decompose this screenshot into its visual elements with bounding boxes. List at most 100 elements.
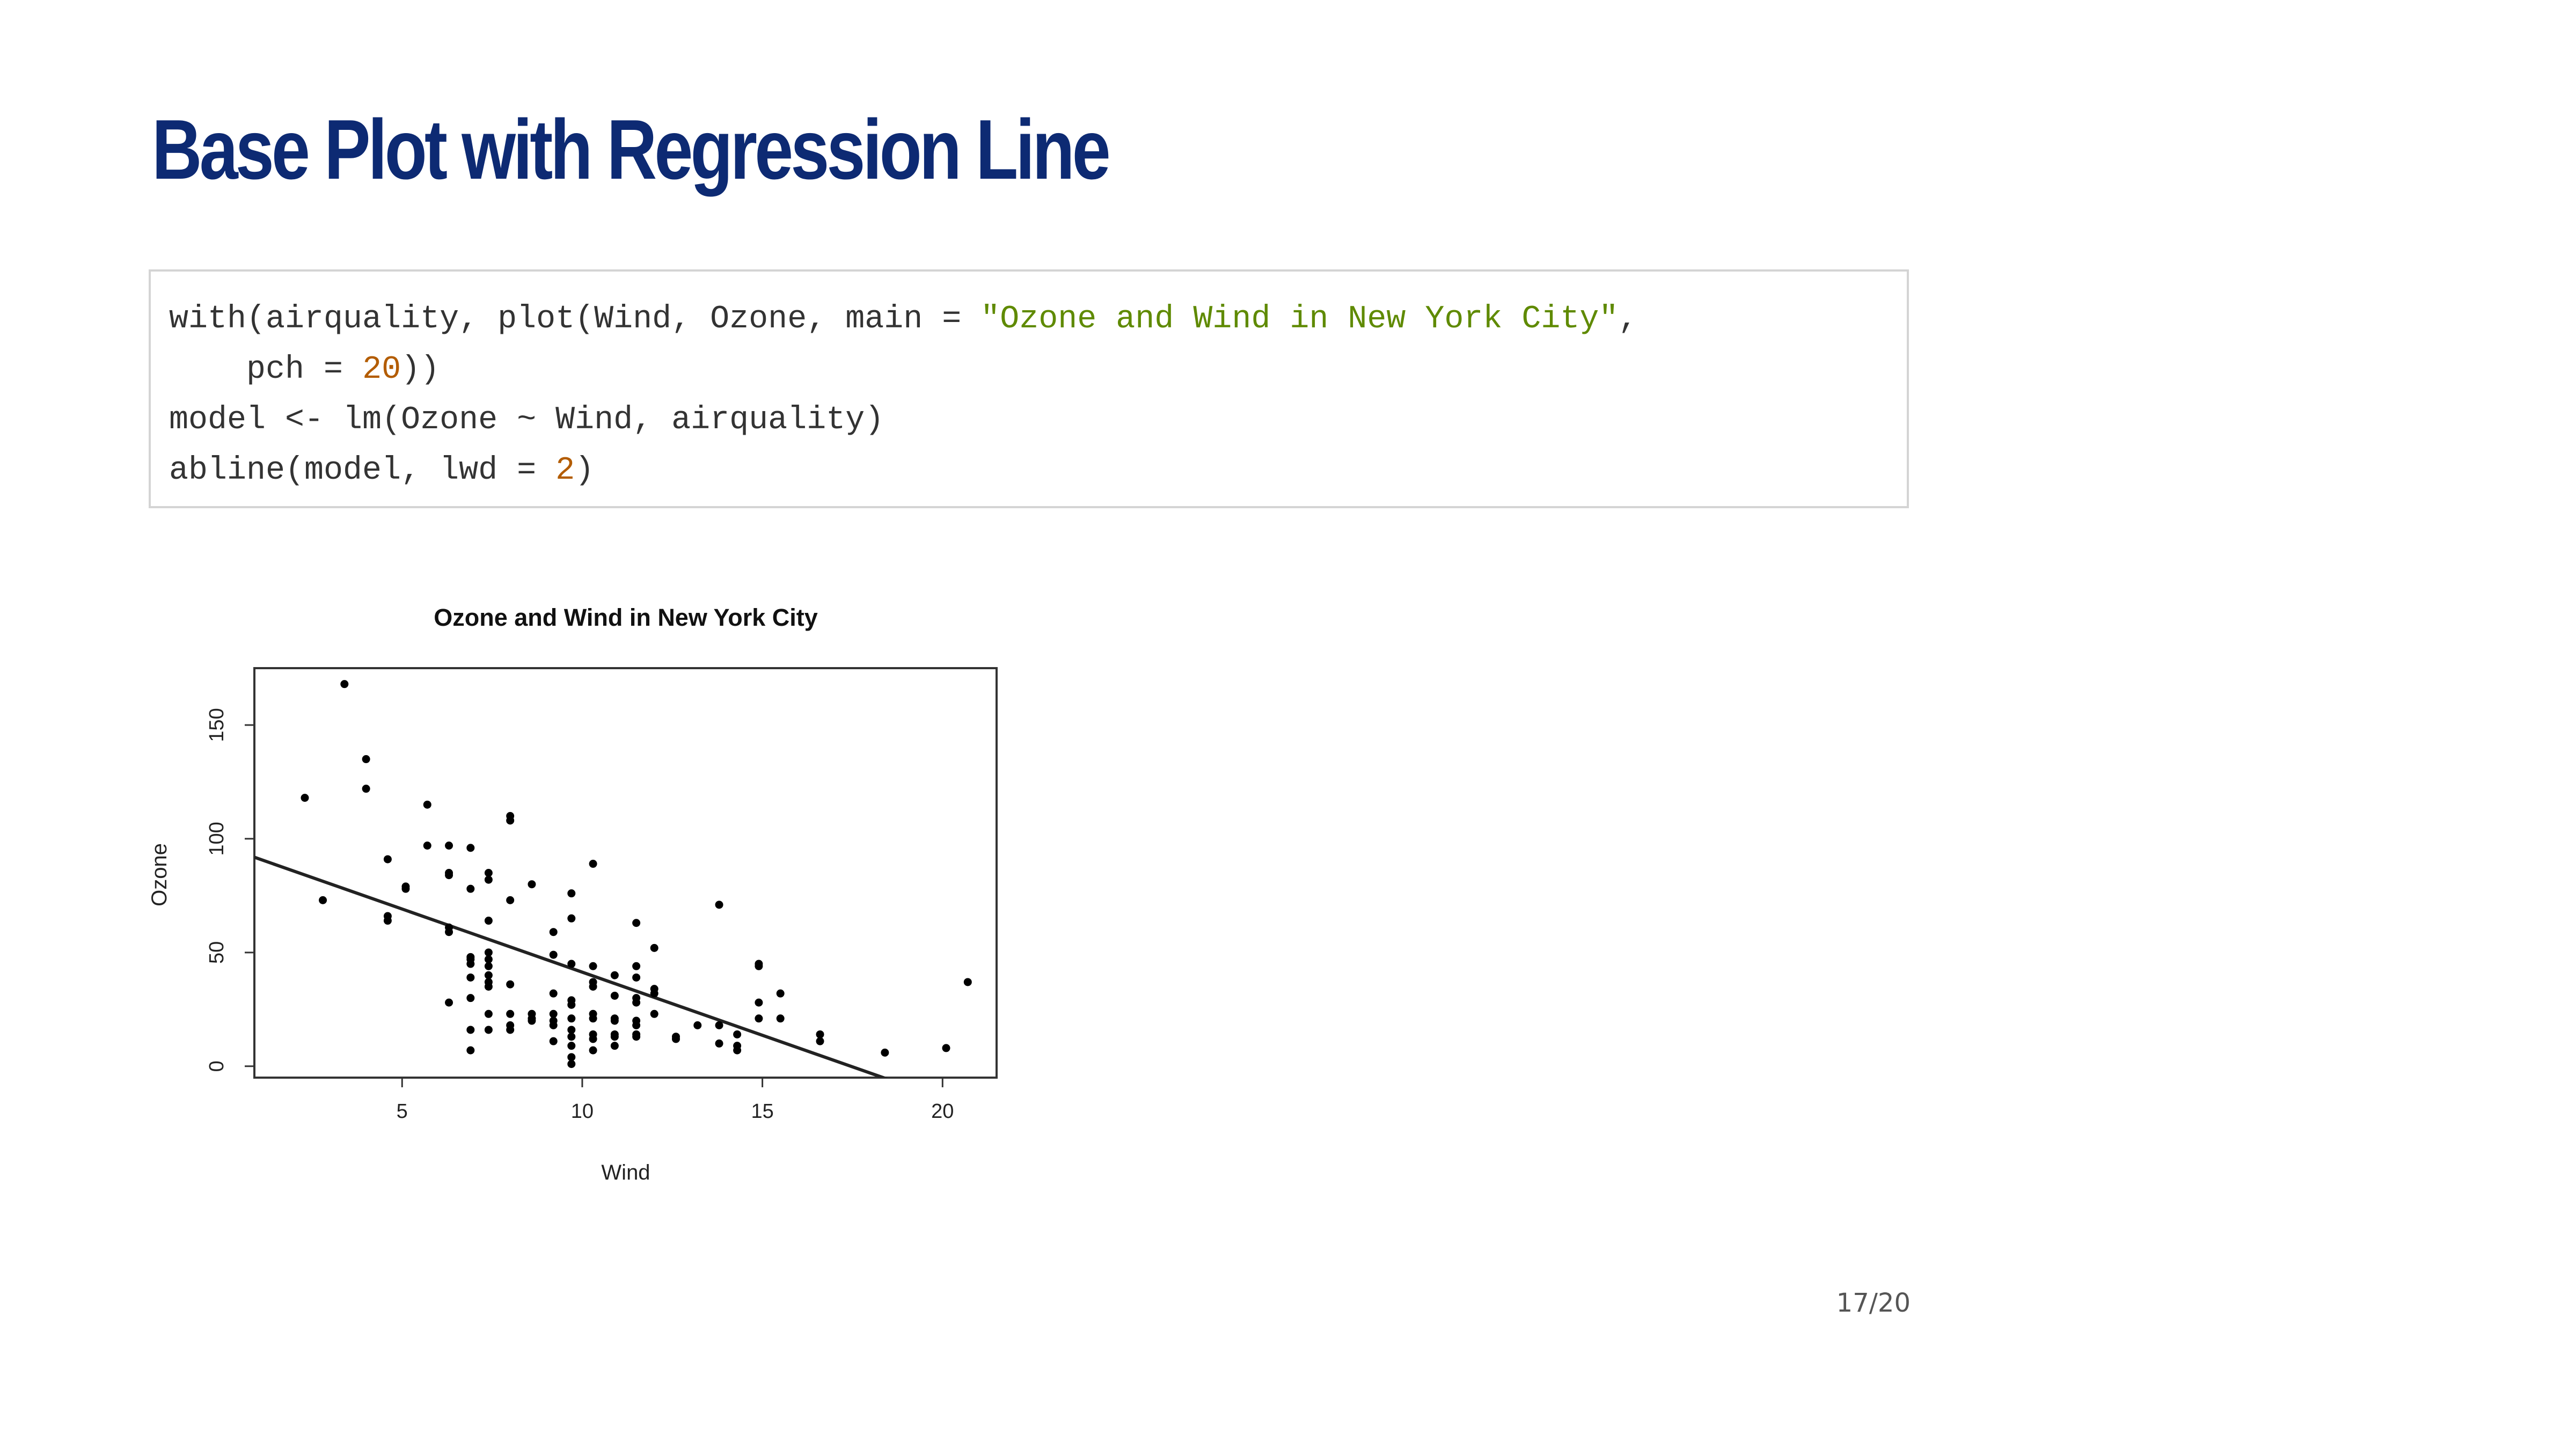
code-token-string: "Ozone and Wind in New York City"	[980, 301, 1619, 338]
data-point	[733, 1046, 742, 1055]
data-point	[693, 1021, 702, 1030]
data-point	[567, 914, 576, 923]
data-point	[881, 1048, 889, 1057]
data-point	[567, 1000, 576, 1009]
data-point	[466, 994, 475, 1002]
data-point	[776, 989, 785, 998]
data-point	[567, 1053, 576, 1062]
data-point	[466, 1046, 475, 1055]
data-point	[445, 841, 453, 850]
code-line: with(airquality, plot(Wind, Ozone, main …	[169, 294, 1907, 345]
code-line: pch = 20))	[169, 345, 1907, 395]
data-point	[610, 991, 619, 1000]
data-point	[484, 982, 493, 991]
data-point	[549, 1021, 558, 1030]
slide-title: Base Plot with Regression Line	[152, 103, 1111, 197]
regression-line	[254, 855, 888, 1078]
plot-frame	[253, 667, 998, 1079]
data-point	[755, 962, 763, 970]
x-tick-label: 5	[397, 1100, 408, 1123]
data-point	[466, 973, 475, 982]
y-tick-label: 0	[206, 1060, 228, 1072]
data-point	[484, 875, 493, 884]
code-token-plain: model <- lm(Ozone ~ Wind, airquality)	[169, 402, 884, 438]
data-point	[650, 943, 658, 952]
data-point	[340, 680, 349, 689]
data-point	[567, 1033, 576, 1041]
data-point	[963, 978, 972, 986]
data-point	[589, 962, 597, 970]
data-point	[671, 1035, 680, 1043]
data-point	[319, 896, 327, 904]
data-point	[715, 1039, 723, 1048]
code-token-plain: ))	[401, 352, 440, 388]
plot-area: 5 10 15 20 0 50 100 150	[206, 667, 998, 1123]
data-point	[632, 962, 641, 970]
data-point	[506, 1009, 515, 1018]
data-point	[423, 800, 431, 809]
data-point	[528, 880, 536, 889]
data-point	[715, 1021, 723, 1030]
data-point	[610, 971, 619, 979]
data-point	[506, 896, 515, 904]
data-point	[466, 884, 475, 893]
data-point	[401, 884, 410, 893]
data-point	[610, 1033, 619, 1041]
data-point	[484, 955, 493, 964]
code-line: abline(model, lwd = 2)	[169, 445, 1907, 496]
data-point	[589, 860, 597, 868]
code-token-plain: abline(model, lwd =	[169, 452, 556, 489]
x-axis-label: Wind	[601, 1161, 650, 1184]
data-point	[362, 785, 370, 793]
data-point	[816, 1030, 824, 1038]
data-point	[567, 1014, 576, 1023]
data-point	[549, 1009, 558, 1018]
code-line: model <- lm(Ozone ~ Wind, airquality)	[169, 395, 1907, 445]
data-point	[632, 919, 641, 927]
data-point	[567, 889, 576, 898]
data-point	[650, 1009, 658, 1018]
data-point	[610, 1042, 619, 1050]
data-point	[816, 1037, 824, 1045]
data-point	[549, 928, 558, 936]
y-tick-label: 100	[206, 822, 228, 855]
data-point	[466, 960, 475, 968]
x-tick-label: 20	[931, 1100, 954, 1123]
data-point	[632, 998, 641, 1007]
data-point	[445, 998, 453, 1007]
data-point	[549, 1037, 558, 1045]
x-tick-label: 10	[571, 1100, 594, 1123]
data-point	[589, 1046, 597, 1055]
data-point	[506, 1026, 515, 1034]
page-number: 17/20	[1836, 1288, 1911, 1318]
code-token-number: 20	[362, 352, 401, 388]
data-point	[383, 855, 392, 863]
data-point	[567, 960, 576, 968]
data-point	[549, 989, 558, 998]
data-point	[632, 973, 641, 982]
data-point	[549, 950, 558, 959]
ozone-wind-scatter-chart: Ozone and Wind in New York City 5 10 15 20 0…	[148, 604, 998, 1184]
data-point	[423, 841, 431, 850]
data-point	[776, 1014, 785, 1023]
data-point	[484, 971, 493, 979]
chart-title: Ozone and Wind in New York City	[434, 604, 818, 631]
data-point	[506, 980, 515, 989]
data-point	[589, 1014, 597, 1023]
data-point	[445, 928, 453, 936]
y-tick-label: 150	[206, 708, 228, 742]
x-tick-label: 15	[751, 1100, 773, 1123]
data-point	[506, 816, 515, 825]
code-block: with(airquality, plot(Wind, Ozone, main …	[149, 269, 1909, 508]
data-point	[632, 1021, 641, 1030]
data-point	[484, 1009, 493, 1018]
data-point	[942, 1044, 950, 1052]
data-point	[567, 1042, 576, 1050]
code-token-plain: pch =	[169, 352, 363, 388]
data-point	[484, 869, 493, 877]
y-tick-label: 50	[206, 941, 228, 964]
data-point	[589, 1035, 597, 1043]
data-point	[466, 844, 475, 852]
code-token-plain: ,	[1618, 301, 1638, 338]
data-point	[484, 1026, 493, 1034]
